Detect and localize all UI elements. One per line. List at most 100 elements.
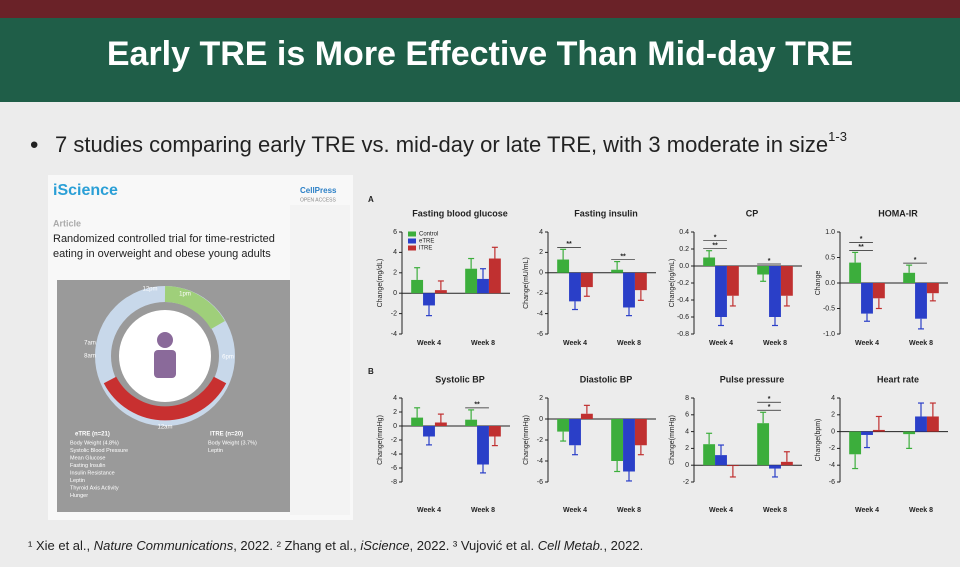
bar: [434, 290, 447, 294]
bar: [411, 279, 424, 294]
y-tick-label: 0: [831, 428, 835, 435]
y-tick-label: 0.0: [679, 263, 689, 270]
bar: [611, 419, 624, 461]
x-tick-label: Week 4: [709, 507, 733, 514]
chart-title: HOMA-IR: [878, 208, 918, 218]
slide-title: Early TRE is More Effective Than Mid-day…: [107, 35, 853, 73]
significance-label: *: [860, 236, 863, 243]
y-tick-label: 2: [539, 249, 543, 256]
footer: ¹ Xie et al., Nature Communications, 202…: [28, 538, 643, 553]
bar: [872, 283, 885, 299]
y-tick-label: -2: [391, 437, 397, 444]
bar: [726, 266, 739, 296]
bar: [477, 278, 489, 294]
list-item: Systolic Blood Pressure: [70, 448, 128, 454]
top-strip: [0, 0, 960, 18]
chart-title: Pulse pressure: [720, 374, 785, 384]
list-item: Hunger: [70, 493, 88, 499]
x-tick-label: Week 4: [563, 340, 587, 347]
bar: [569, 419, 581, 446]
journal: iScience: [53, 182, 118, 199]
bar: [915, 283, 927, 319]
chart-title: Systolic BP: [435, 374, 485, 384]
bar: [623, 419, 635, 472]
chart-title: Fasting insulin: [574, 208, 638, 218]
bar: [580, 272, 593, 288]
paper-figure: iScience CellPress OPEN ACCESS Article R…: [48, 175, 353, 520]
bar: [434, 422, 447, 426]
footer-part: , 2022. ² Zhang et al.,: [233, 538, 360, 553]
y-tick-label: -4: [537, 310, 543, 317]
y-tick-label: -4: [829, 462, 835, 469]
y-tick-label: -6: [391, 465, 397, 472]
significance-label: *: [768, 258, 771, 265]
y-tick-label: -8: [391, 479, 397, 486]
y-tick-label: 8: [685, 395, 689, 402]
y-tick-label: 4: [685, 428, 689, 435]
significance-label: **: [620, 253, 626, 260]
y-tick-label: -2: [537, 437, 543, 444]
bullet-text: 7 studies comparing early TRE vs. mid-da…: [55, 129, 847, 156]
y-tick-label: 2: [539, 395, 543, 402]
x-tick-label: Week 4: [709, 340, 733, 347]
chart-title: CP: [746, 208, 759, 218]
bar: [423, 426, 435, 437]
paper-title: eating in overweight and obese young adu…: [53, 248, 271, 260]
bar: [703, 257, 716, 266]
y-tick-label: -4: [391, 451, 397, 458]
footer-part: , 2022. ³ Vujović et al.: [410, 538, 538, 553]
x-tick-label: Week 8: [763, 340, 787, 347]
y-tick-label: 4: [831, 395, 835, 402]
bar: [634, 419, 647, 446]
y-tick-label: -4: [391, 331, 397, 338]
y-axis-label: Change(bpm): [815, 419, 822, 462]
y-axis-label: Change: [815, 271, 822, 296]
bar: [872, 429, 885, 432]
legend-swatch: [408, 238, 416, 244]
significance-label: *: [914, 257, 917, 264]
bar: [757, 266, 770, 275]
y-tick-label: 4: [539, 229, 543, 236]
significance-label: **: [712, 243, 718, 250]
footer-part: ¹ Xie et al.,: [28, 538, 94, 553]
y-tick-label: -2: [683, 479, 689, 486]
y-tick-label: 0.4: [679, 229, 689, 236]
list-item: Insulin Resistance: [70, 470, 115, 476]
y-tick-label: 6: [393, 229, 397, 236]
list-item: Leptin: [70, 478, 85, 484]
bar: [769, 465, 781, 469]
x-tick-label: Week 4: [417, 340, 441, 347]
bar: [569, 272, 581, 302]
y-tick-label: 4: [393, 249, 397, 256]
y-axis-label: Change(mmHg): [377, 415, 384, 465]
x-tick-label: Week 8: [909, 507, 933, 514]
y-tick-label: -2: [537, 290, 543, 297]
legend-swatch: [408, 245, 416, 251]
x-tick-label: Week 8: [909, 340, 933, 347]
significance-label: **: [566, 241, 572, 248]
bar: [757, 423, 770, 466]
y-axis-label: Change(mg/dL): [377, 259, 384, 308]
bar: [861, 283, 873, 314]
y-tick-label: -0.6: [677, 314, 689, 321]
bullet-main: 7 studies comparing early TRE vs. mid-da…: [55, 132, 828, 157]
clock-label: 6pm: [222, 355, 234, 361]
y-tick-label: -0.2: [677, 280, 689, 287]
bar: [715, 266, 727, 317]
y-tick-label: 0: [539, 416, 543, 423]
y-tick-label: 2: [393, 270, 397, 277]
x-tick-label: Week 8: [617, 340, 641, 347]
bar: [769, 266, 781, 317]
y-tick-label: 0.0: [825, 280, 835, 287]
bar: [465, 419, 478, 426]
y-tick-label: -2: [391, 310, 397, 317]
y-tick-label: -6: [829, 479, 835, 486]
paper-title: Randomized controlled trial for time-res…: [53, 233, 275, 245]
bar: [623, 272, 635, 308]
significance-label: *: [768, 404, 771, 411]
x-tick-label: Week 8: [471, 507, 495, 514]
significance-label: **: [474, 402, 480, 409]
clock-label: 7am: [84, 341, 96, 347]
clock-night: [103, 376, 227, 421]
legend-label: lTRE: [419, 246, 432, 252]
